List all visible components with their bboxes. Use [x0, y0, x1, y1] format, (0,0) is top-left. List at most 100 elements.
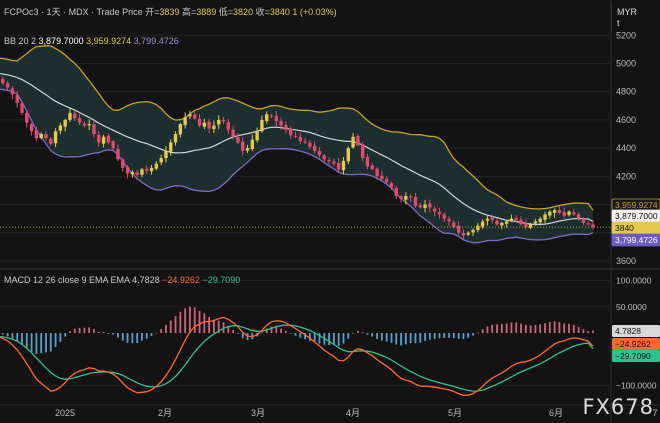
candle-body [25, 112, 29, 123]
low-value: 3820 [233, 7, 254, 17]
candle-body [336, 163, 341, 170]
macd-histogram-bar [400, 333, 402, 346]
bb-upper-value: 3,959.9274 [86, 36, 132, 46]
candle-body [34, 130, 39, 139]
time-axis-tick: 7 [652, 408, 657, 418]
candle-body [375, 168, 379, 177]
macd-histogram-bar [25, 333, 28, 349]
candle-body [140, 169, 144, 175]
macd-histogram-bar [404, 333, 407, 345]
candle-body [193, 114, 197, 119]
candle-body [121, 159, 125, 168]
candle-body [39, 134, 43, 139]
candle-body [548, 211, 552, 216]
macd-histogram-bar [184, 308, 187, 334]
macd-line [0, 316, 594, 396]
candle-body [169, 142, 173, 152]
macd-axis-tag-label: 4.7828 [615, 326, 641, 336]
candle-body [428, 203, 432, 208]
time-axis-tick: 2025 [55, 408, 75, 418]
candle-body [154, 163, 159, 169]
candle-body [255, 131, 259, 141]
macd-histogram-bar [433, 333, 436, 339]
macd-histogram-bar [332, 333, 335, 346]
macd-histogram-bar [179, 311, 182, 334]
candle-body [471, 229, 475, 233]
macd-legend[interactable]: MACD 12 26 close 9 EMA EMA 4.7828 −24.92… [4, 275, 240, 285]
price-axis-tag [611, 233, 660, 247]
macd-histogram-bar [102, 332, 105, 334]
macd-axis-tag [612, 325, 660, 337]
macd-histogram-bar [472, 333, 474, 336]
candle-body [365, 156, 370, 167]
macd-histogram-bar [203, 313, 206, 334]
macd-histogram-bar [64, 333, 67, 337]
time-axis-tick: 4月 [346, 408, 360, 418]
macd-histogram-bar [136, 333, 139, 343]
candle-body [524, 223, 528, 228]
macd-histogram-bar [265, 328, 268, 334]
macd-histogram-bar [294, 333, 297, 336]
time-axis-tick: 5月 [448, 408, 462, 418]
macd-histogram-bar [261, 332, 263, 334]
currency-selector[interactable]: MYR t [611, 4, 660, 32]
macd-histogram-bar [112, 333, 115, 335]
macd-histogram-bar [107, 333, 110, 334]
candle-body [202, 122, 207, 127]
macd-histogram-bar [198, 310, 201, 334]
macd-histogram-bar [227, 325, 230, 334]
candle-body [495, 220, 499, 225]
macd-histogram-bar [352, 332, 354, 334]
macd-histogram-bar [174, 316, 177, 334]
macd-histogram-bar [318, 333, 321, 344]
candle-body [356, 135, 360, 146]
macd-histogram-bar [169, 320, 172, 334]
macd-histogram-bar [448, 333, 450, 338]
candle-body [567, 211, 571, 215]
candle-body [485, 218, 490, 221]
macd-histogram-bar [520, 323, 522, 334]
macd-histogram-bar [213, 319, 215, 334]
macd-histogram-bar [337, 333, 340, 346]
macd-histogram-bar [88, 327, 91, 334]
candle-body [145, 168, 149, 171]
macd-histogram-bar [500, 324, 503, 334]
high-value: 3889 [196, 7, 217, 17]
candle-body [456, 225, 461, 233]
macd-histogram-bar [452, 333, 455, 339]
candle-body [394, 188, 398, 197]
candle-body [380, 175, 384, 180]
candle-body [543, 214, 547, 220]
macd-histogram-bar [356, 330, 359, 334]
symbol-label[interactable]: FCPOc3 [4, 7, 39, 17]
price-axis-tick: 3600 [616, 256, 636, 266]
bb-legend[interactable]: BB 20 2 3,879.7000 3,959.9274 3,799.4726 [4, 36, 179, 46]
candle-body [231, 129, 235, 137]
candle-body [303, 141, 307, 143]
macd-histogram-bar [582, 329, 585, 334]
candle-body [519, 219, 523, 225]
candle-body [293, 135, 298, 137]
candle-body [312, 145, 317, 151]
candle-body [341, 160, 346, 171]
macd-histogram-bar [59, 333, 62, 342]
macd-histogram-bar [145, 333, 148, 339]
macd-histogram-bar [587, 331, 590, 334]
candle-body [159, 157, 163, 163]
macd-axis-tag [612, 350, 660, 362]
macd-line-value: −24.9262 [162, 275, 200, 285]
candle-body [289, 128, 293, 136]
macd-histogram-bar [270, 326, 273, 334]
candle-body [298, 136, 302, 142]
candle-body [125, 166, 130, 174]
bb-lower-line [0, 88, 594, 244]
bb-fill [0, 45, 593, 243]
candle-body [447, 218, 451, 222]
macd-axis-tag-label: −29.7090 [615, 351, 651, 361]
time-axis-tick: 3月 [251, 408, 265, 418]
interval-label[interactable]: 1天 [46, 7, 61, 17]
macd-histogram-bar [366, 333, 369, 335]
candle-body [260, 119, 264, 132]
macd-histogram-bar [491, 324, 494, 334]
